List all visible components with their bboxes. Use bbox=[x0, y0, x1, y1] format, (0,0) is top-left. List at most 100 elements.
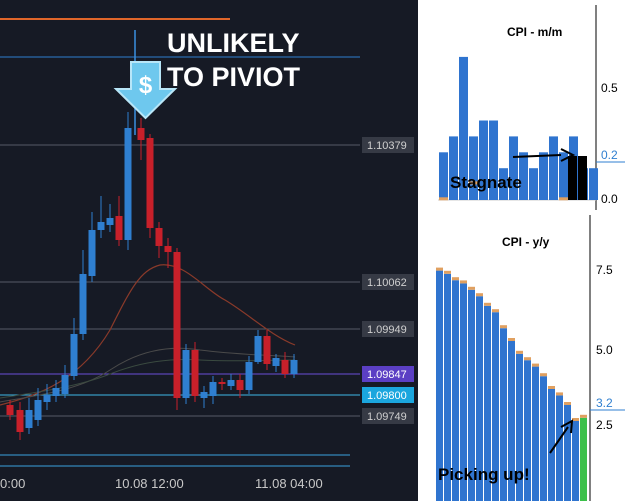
cpi-mm-bar bbox=[559, 152, 568, 200]
cpi-mm-chart: CPI - m/m 0.5 0.2 0.0 Stagnate bbox=[418, 0, 625, 210]
candlestick bbox=[34, 388, 42, 426]
candlestick bbox=[173, 248, 181, 410]
candlestick bbox=[164, 238, 172, 268]
candlestick bbox=[6, 400, 14, 420]
cpi-yy-forecast-marker bbox=[580, 414, 587, 418]
cpi-yy-bar bbox=[532, 366, 539, 501]
svg-text:1.09749: 1.09749 bbox=[367, 411, 407, 423]
svg-text:1.09800: 1.09800 bbox=[367, 390, 407, 402]
cpi-yy-bar bbox=[580, 417, 587, 501]
cpi-yy-forecast-marker bbox=[548, 386, 555, 389]
price-chart-canvas: 1.10379 1.10062 1.09949 1.09847 1.09800 1.097… bbox=[0, 18, 414, 491]
cpi-mm-bar bbox=[519, 152, 528, 200]
cpi-yy-forecast-marker bbox=[452, 277, 459, 281]
candlestick bbox=[16, 402, 24, 440]
candlestick bbox=[70, 318, 78, 380]
cpi-mm-bar bbox=[529, 168, 538, 200]
cpi-mm-canvas: CPI - m/m 0.5 0.2 0.0 Stagnate bbox=[418, 0, 625, 210]
cpi-yy-annotation: Picking up! bbox=[438, 465, 530, 484]
cpi-yy-axis-label-1: 5.0 bbox=[596, 343, 613, 357]
cpi-mm-bar bbox=[589, 168, 598, 200]
cpi-mm-bar bbox=[469, 136, 478, 200]
svg-text:1.09847: 1.09847 bbox=[367, 369, 407, 381]
cpi-mm-axis-label-0: 0.5 bbox=[601, 81, 618, 95]
candlestick bbox=[43, 384, 51, 410]
price-level-label: 1.10379 bbox=[362, 137, 414, 153]
cpi-mm-forecast-marker bbox=[439, 197, 448, 201]
cpi-mm-bar bbox=[439, 152, 448, 200]
cpi-yy-forecast-marker bbox=[444, 270, 451, 274]
price-level-label: 1.09847 bbox=[362, 366, 414, 382]
candlestick bbox=[79, 250, 87, 340]
cpi-yy-bar bbox=[556, 395, 563, 501]
cpi-yy-axis-label-0: 7.5 bbox=[596, 263, 613, 277]
candlestick bbox=[182, 344, 190, 404]
cpi-mm-title: CPI - m/m bbox=[507, 25, 562, 39]
cpi-yy-bar bbox=[540, 376, 547, 501]
time-label-0: 0:00 bbox=[0, 476, 25, 491]
candlestick bbox=[209, 376, 217, 404]
cpi-yy-bar bbox=[500, 328, 507, 501]
svg-text:1.09949: 1.09949 bbox=[367, 324, 407, 336]
candlestick bbox=[61, 365, 69, 398]
price-chart[interactable]: 1.10379 1.10062 1.09949 1.09847 1.09800 1.097… bbox=[0, 0, 418, 501]
cpi-yy-bar bbox=[476, 296, 483, 501]
cpi-yy-chart: CPI - y/y 7.5 5.0 3.2 2.5 Picking up! bbox=[418, 210, 625, 501]
cpi-yy-forecast-marker bbox=[524, 357, 531, 361]
cpi-yy-forecast-marker bbox=[556, 392, 563, 396]
svg-text:1.10379: 1.10379 bbox=[367, 140, 407, 152]
cpi-mm-bars bbox=[439, 56, 598, 201]
cpi-yy-canvas: CPI - y/y 7.5 5.0 3.2 2.5 Picking up! bbox=[418, 210, 625, 501]
cpi-yy-bar bbox=[444, 273, 451, 501]
cpi-yy-forecast-marker bbox=[572, 418, 579, 421]
cpi-yy-arrow-icon bbox=[549, 426, 569, 454]
cpi-mm-bar bbox=[509, 136, 518, 200]
candlestick bbox=[281, 352, 289, 378]
cpi-yy-bar bbox=[452, 280, 459, 501]
candlestick bbox=[146, 134, 154, 238]
cpi-mm-axis-label-1: 0.2 bbox=[601, 148, 618, 162]
cpi-yy-forecast-marker bbox=[436, 267, 443, 271]
cpi-mm-bar bbox=[449, 136, 458, 200]
cpi-yy-bar bbox=[460, 283, 467, 501]
annotation-line-1: UNLIKELY bbox=[167, 28, 300, 58]
cpi-yy-forecast-marker bbox=[492, 309, 499, 313]
cpi-yy-forecast-marker bbox=[460, 280, 467, 284]
cpi-yy-axis-label-2: 3.2 bbox=[596, 396, 613, 410]
candlestick bbox=[106, 204, 114, 232]
candlestick bbox=[124, 112, 132, 250]
price-level-label: 1.09749 bbox=[362, 408, 414, 424]
cpi-yy-bar bbox=[484, 305, 491, 501]
cpi-yy-forecast-marker bbox=[500, 325, 507, 329]
price-axis-labels: 1.10379 1.10062 1.09949 1.09847 1.09800 1.097… bbox=[362, 137, 414, 424]
cpi-yy-bars bbox=[436, 267, 587, 501]
cpi-yy-forecast-marker bbox=[484, 302, 491, 306]
candlestick bbox=[236, 374, 244, 398]
cpi-yy-forecast-marker bbox=[476, 293, 483, 297]
cpi-yy-forecast-marker bbox=[516, 350, 523, 354]
cpi-yy-title: CPI - y/y bbox=[502, 235, 550, 249]
dollar-down-arrow-icon: $ bbox=[113, 61, 178, 120]
cpi-yy-bar bbox=[468, 289, 475, 501]
cpi-yy-bar bbox=[492, 312, 499, 501]
cpi-yy-bar bbox=[508, 341, 515, 501]
annotation-line-2: TO PIVIOT bbox=[167, 62, 301, 92]
candlestick bbox=[245, 356, 253, 394]
dollar-symbol: $ bbox=[139, 72, 153, 99]
candlestick bbox=[218, 378, 226, 390]
cpi-mm-bar bbox=[499, 168, 508, 200]
candlestick bbox=[155, 222, 163, 258]
candlesticks bbox=[6, 112, 298, 440]
candlestick bbox=[97, 196, 105, 238]
candlestick bbox=[25, 398, 33, 434]
cpi-mm-highlight-bar bbox=[568, 156, 577, 200]
cpi-mm-bar bbox=[489, 120, 498, 200]
candlestick bbox=[290, 354, 298, 378]
time-label-2: 11.08 04:00 bbox=[255, 476, 323, 491]
candlestick bbox=[115, 196, 123, 246]
cpi-mm-arrow-icon bbox=[512, 154, 562, 158]
candlestick bbox=[227, 374, 235, 390]
cpi-yy-bar bbox=[548, 389, 555, 501]
cpi-mm-bar bbox=[479, 120, 488, 200]
cpi-yy-forecast-marker bbox=[468, 286, 475, 290]
